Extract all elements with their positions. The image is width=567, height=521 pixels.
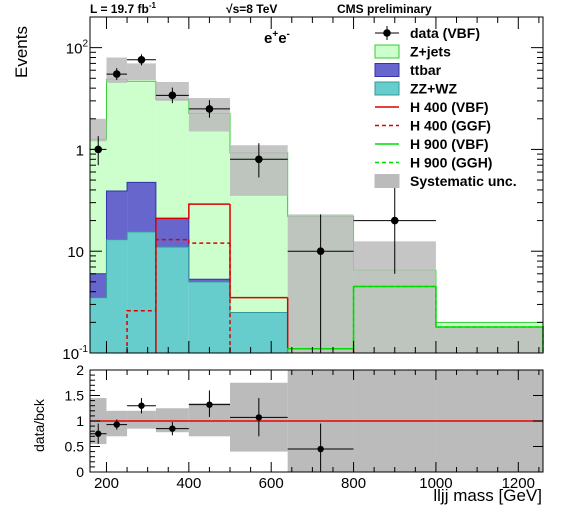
data-point <box>112 70 121 78</box>
x-axis-label: lljj mass [GeV] <box>433 486 542 505</box>
legend-label: ZZ+WZ <box>410 81 457 97</box>
zzwz-bar <box>230 312 288 353</box>
legend-entry-zzwz: ZZ+WZ <box>374 81 457 97</box>
zjets-bar <box>188 113 231 280</box>
legend-entry-h400ggf: H 400 (GGF) <box>375 118 491 134</box>
legend-label: Systematic unc. <box>410 173 517 189</box>
legend-entry-h900vbf: H 900 (VBF) <box>375 136 489 152</box>
channel-label: e+e- <box>264 29 290 47</box>
ttbar-bar <box>188 279 231 282</box>
legend-swatch <box>374 63 400 77</box>
x-tick-label: 200 <box>94 475 119 492</box>
legend-entry-h900ggh: H 900 (GGH) <box>375 155 492 171</box>
legend-swatch <box>374 174 400 188</box>
legend-entry-ttbar: ttbar <box>374 62 442 78</box>
syst-band <box>90 118 107 142</box>
ttbar-bar <box>127 182 156 232</box>
legend-entry-zjets: Z+jets <box>374 44 451 60</box>
x-tick-label: 1000 <box>419 475 452 492</box>
ratio-y-tick-label: 1 <box>76 413 84 429</box>
ratio-point <box>255 414 263 421</box>
legend-label: H 400 (VBF) <box>410 99 489 115</box>
zzwz-bar <box>106 239 128 353</box>
legend-entry-h400vbf: H 400 (VBF) <box>375 99 489 115</box>
legend-swatch <box>374 81 400 96</box>
ttbar-bar <box>155 218 189 248</box>
zzwz-bar <box>188 281 231 353</box>
legend-label: ttbar <box>410 62 442 78</box>
ratio-y-tick-label: 1.5 <box>65 388 85 404</box>
legend-label: H 900 (GGH) <box>410 155 492 171</box>
x-tick-label: 400 <box>176 475 201 492</box>
ratio-y-tick-label: 0 <box>76 464 84 480</box>
zjets-bar <box>90 139 107 274</box>
legend-swatch <box>374 44 400 59</box>
y-tick-label: 102 <box>66 39 89 58</box>
syst-band <box>435 327 543 353</box>
x-tick-label: 600 <box>259 475 284 492</box>
y-tick-label: 10 <box>67 244 84 261</box>
x-tick-label: 800 <box>341 475 366 492</box>
legend-label: H 400 (GGF) <box>410 118 491 134</box>
signal-h900ggh-line <box>286 285 544 353</box>
ratio-syst-band <box>155 408 189 433</box>
y-axis-label: Events <box>12 26 31 78</box>
ratio-y-tick-label: 2 <box>76 362 84 378</box>
y-tick-label: 10-1 <box>62 344 88 363</box>
syst-band <box>127 63 156 81</box>
zzwz-bar <box>127 231 156 353</box>
ratio-point <box>206 401 213 408</box>
legend-label: data (VBF) <box>410 25 480 41</box>
ratio-point <box>95 430 102 437</box>
legend-swatch-marker <box>383 29 391 37</box>
zjets-bar <box>106 79 128 192</box>
main-plot-panel: 10-1 10 1 102 <box>62 16 544 363</box>
legend-entry-syst: Systematic unc. <box>374 173 517 189</box>
data-point <box>168 91 177 100</box>
ratio-y-tick-label: 0.5 <box>65 439 85 455</box>
legend-label: H 900 (VBF) <box>410 136 489 152</box>
zzwz-bar <box>90 297 107 353</box>
data-point <box>137 55 146 64</box>
signal-h400ggf-line <box>126 238 231 353</box>
ratio-plot-panel: 0 0.5 1 1.5 2 200 400 600 800 1000 1200 <box>65 362 544 492</box>
ratio-syst-band <box>127 410 156 429</box>
zjets-bar <box>127 81 156 183</box>
ratio-point <box>113 421 120 428</box>
x-tick-label: 1200 <box>502 475 535 492</box>
data-point <box>390 216 399 225</box>
ttbar-bar <box>90 273 107 298</box>
ratio-y-axis-label: data/bck <box>31 398 47 452</box>
lumi-label: L = 19.7 fb-1 <box>90 1 156 16</box>
legend-label: Z+jets <box>410 44 451 60</box>
data-point <box>205 105 214 113</box>
zzwz-bar <box>155 247 189 353</box>
legend-entry-data: data (VBF) <box>375 25 480 41</box>
y-tick-label: 1 <box>76 142 84 159</box>
data-point <box>316 247 325 256</box>
ratio-point <box>169 425 176 432</box>
main-frame <box>89 16 544 354</box>
ttbar-bar <box>106 191 128 240</box>
legend: data (VBF) Z+jets ttbar ZZ+WZ H 400 (VBF) H 4… <box>374 25 517 189</box>
data-point <box>255 155 263 164</box>
cms-label: CMS preliminary <box>337 2 432 16</box>
ratio-point <box>317 445 324 453</box>
ratio-point <box>138 402 145 409</box>
zjets-bar <box>155 99 189 219</box>
energy-label: √s=8 TeV <box>226 2 277 16</box>
signal-h400vbf-line <box>155 203 355 353</box>
